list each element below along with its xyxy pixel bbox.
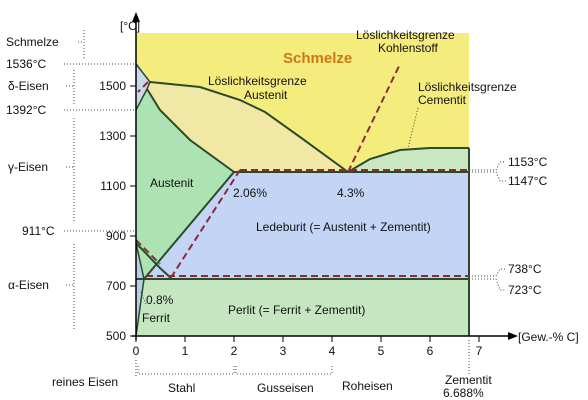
- unit-label: [°C]: [120, 19, 140, 33]
- region-melt-label: Schmelze: [283, 50, 352, 67]
- annot-08: 0.8%: [146, 293, 174, 307]
- label-gamma-eisen: γ-Eisen: [8, 160, 48, 174]
- pearlite-region: [136, 279, 469, 336]
- y-tick-1500: 1500: [99, 79, 126, 93]
- x-tick-6: 6: [427, 344, 434, 358]
- dashed-lines: [135, 63, 469, 277]
- melt-region: [136, 33, 469, 172]
- bottom-pig-iron: Roheisen: [342, 379, 393, 393]
- temp-1536: 1536°C: [6, 57, 46, 71]
- label-schmelze: Schmelze: [6, 35, 59, 49]
- bottom-steel: Stahl: [168, 381, 195, 395]
- cementite-liquidus-line: [347, 147, 469, 173]
- annot-austenite-line2: Austenit: [244, 88, 288, 102]
- ferrite-solvus-line: [135, 242, 145, 337]
- bottom-pure-iron: reines Eisen: [52, 375, 118, 389]
- cementite-liquid-region: [348, 148, 469, 172]
- x-axis-label: [Gew.-% C]: [518, 330, 579, 344]
- temp-738: 738°C: [508, 262, 542, 276]
- region-ferrite-label: Ferrit: [142, 311, 171, 325]
- y-tick-1100: 1100: [100, 179, 126, 193]
- x-tick-labels: 0 1 2 3 4 5 6 7: [133, 344, 483, 358]
- x-tick-5: 5: [378, 344, 385, 358]
- x-ticks: [135, 336, 480, 342]
- cementite-annot-leader: [407, 107, 419, 149]
- x-tick-4: 4: [329, 344, 336, 358]
- region-austenite-label: Austenit: [150, 176, 194, 190]
- bottom-cementite-pct: 6.688%: [443, 386, 484, 400]
- solidus-line: [146, 88, 235, 173]
- delta-boundary-line: [135, 63, 151, 111]
- x-tick-1: 1: [182, 344, 189, 358]
- annot-carbon-line2: Kohlenstoff: [378, 41, 438, 55]
- ferrite-region: [136, 243, 144, 336]
- label-delta-eisen: δ-Eisen: [8, 79, 49, 93]
- bottom-cementite: Zementit: [445, 373, 492, 387]
- liquidus-line: [149, 81, 349, 173]
- y-ticks: [130, 85, 136, 337]
- temp-1147: 1147°C: [508, 174, 548, 188]
- region-pearlite-label: Perlit (= Ferrit + Zementit): [228, 303, 365, 317]
- label-alpha-eisen: α-Eisen: [8, 278, 49, 292]
- bottom-cast-iron: Gusseisen: [257, 381, 314, 395]
- temp-911: 911°C: [22, 224, 55, 238]
- ferrite-leader: [139, 289, 147, 305]
- x-tick-2: 2: [231, 344, 238, 358]
- ledeburite-region: [144, 172, 469, 279]
- annot-43: 4.3%: [337, 186, 365, 200]
- delta-region: [136, 64, 150, 110]
- acm-line: [143, 171, 235, 280]
- annot-206: 2.06%: [233, 186, 267, 200]
- y-tick-700: 700: [106, 279, 126, 293]
- region-ledeburite-label: Ledeburit (= Austenit + Zementit): [256, 220, 431, 234]
- y-axis-arrow: [132, 12, 140, 22]
- temp-723: 723°C: [508, 283, 542, 297]
- bottom-brackets: [137, 340, 470, 376]
- y-tick-1300: 1300: [99, 129, 126, 143]
- austenite-region: [136, 89, 234, 279]
- annot-carbon-line1: Löslichkeitsgrenze: [356, 28, 455, 42]
- temp-1392: 1392°C: [6, 103, 46, 117]
- annot-cementite-line2: Cementit: [418, 93, 467, 107]
- x-tick-3: 3: [280, 344, 287, 358]
- x-tick-7: 7: [476, 344, 483, 358]
- annot-cementite-line1: Löslichkeitsgrenze: [418, 80, 517, 94]
- y-tick-900: 900: [106, 229, 126, 243]
- y-tick-500: 500: [106, 329, 126, 343]
- temp-1153: 1153°C: [508, 155, 548, 169]
- x-axis-arrow: [508, 332, 518, 340]
- right-temp-leaders: [469, 161, 506, 291]
- y-tick-labels: 500 700 900 1100 1300 1500: [99, 79, 126, 343]
- left-temp-leaders: [64, 63, 136, 232]
- annot-austenite-line1: Löslichkeitsgrenze: [208, 74, 307, 88]
- x-tick-0: 0: [133, 344, 140, 358]
- left-brackets: [66, 30, 85, 330]
- melt-austenite-region: [147, 82, 348, 172]
